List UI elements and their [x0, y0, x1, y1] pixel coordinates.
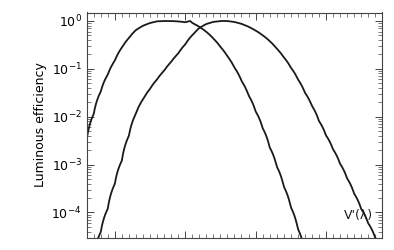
Text: V'(λ): V'(λ)	[344, 209, 373, 222]
Y-axis label: Luminous efficiency: Luminous efficiency	[34, 62, 47, 188]
